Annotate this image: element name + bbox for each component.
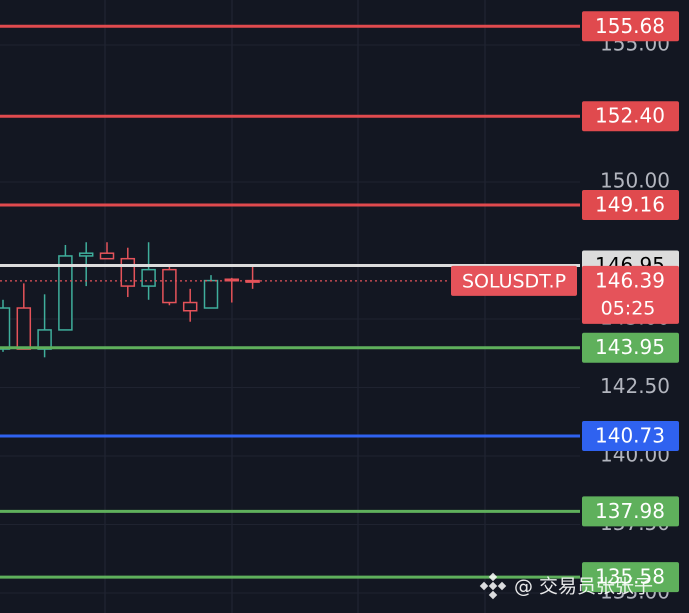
countdown-label: 05:25 — [601, 297, 656, 319]
candle-body — [16, 307, 32, 350]
candle-body — [37, 329, 52, 350]
candle-body — [58, 255, 73, 331]
price-tag — [582, 332, 679, 363]
price-tag-label: 140.73 — [595, 423, 665, 447]
candle-body — [99, 252, 115, 260]
price-tag — [582, 562, 679, 593]
y-tick-label: 142.50 — [600, 374, 670, 398]
symbol-tag — [451, 265, 577, 296]
candle-body — [182, 301, 198, 312]
candle-body — [0, 307, 11, 350]
price-tag-label: 137.98 — [595, 499, 665, 523]
candle-body — [162, 268, 177, 304]
symbol-label: SOLUSDT.P — [462, 270, 566, 292]
last-price-label: 146.39 — [595, 268, 665, 292]
price-tag-label: 143.95 — [595, 335, 665, 359]
price-tag — [582, 189, 679, 220]
price-tag — [582, 11, 679, 42]
price-tag-label: 155.68 — [595, 14, 665, 38]
watermark: @ 交易员张张子 — [514, 576, 653, 598]
price-tag-label: 149.16 — [595, 192, 665, 216]
candle-body — [203, 279, 219, 309]
price-tag — [582, 101, 679, 132]
price-tag — [582, 420, 679, 451]
candle-body — [141, 268, 156, 287]
price-tag-label: 152.40 — [595, 104, 665, 128]
y-tick-label: 150.00 — [600, 168, 670, 192]
candle-body — [120, 257, 136, 287]
candle-body — [78, 252, 94, 257]
price-tag-label: 135.58 — [595, 565, 665, 589]
candle-body — [245, 279, 260, 283]
last-price-tag — [582, 265, 679, 324]
price-tag — [582, 496, 679, 527]
